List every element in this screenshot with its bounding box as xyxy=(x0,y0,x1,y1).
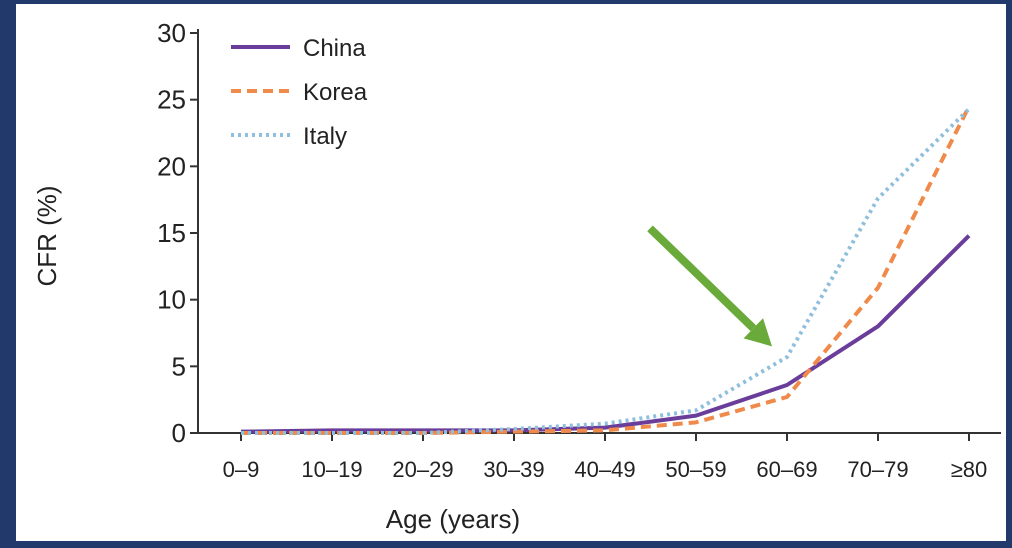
x-axis-label: Age (years) xyxy=(386,504,520,534)
legend-label-china: China xyxy=(303,35,366,62)
x-tick-label: 70–79 xyxy=(847,457,908,482)
series-line-italy xyxy=(241,107,971,435)
series-line-korea xyxy=(241,105,971,435)
series-layer xyxy=(240,105,971,435)
x-tick-label: 30–39 xyxy=(483,457,544,482)
y-axis-label: CFR (%) xyxy=(32,185,62,286)
y-tick-label: 15 xyxy=(157,218,186,248)
legend-label-italy: Italy xyxy=(303,123,347,150)
x-axis: 0–9 10–19 20–29 30–39 40–49 50–59 60–69 70–79 ≥8… xyxy=(198,432,1001,482)
annotation-arrow-shaft xyxy=(647,225,757,332)
legend: China Korea Italy xyxy=(231,35,368,150)
x-tick-label: 20–29 xyxy=(392,457,453,482)
y-axis: 0 5 10 15 20 25 30 xyxy=(157,18,199,448)
y-tick-label: 0 xyxy=(172,418,186,448)
y-tick-label: 20 xyxy=(157,151,186,181)
cfr-line-chart: 0 5 10 15 20 25 30 0–9 10–19 20–29 30–39 40–49 50–5… xyxy=(32,18,1001,534)
y-tick-label: 5 xyxy=(172,351,186,381)
x-tick-label: 0–9 xyxy=(223,457,260,482)
annotation-arrow-head xyxy=(743,318,772,347)
y-tick-label: 10 xyxy=(157,285,186,315)
legend-label-korea: Korea xyxy=(303,79,368,106)
y-tick-label: 25 xyxy=(157,85,186,115)
series-line-china xyxy=(240,234,971,434)
annotation-layer xyxy=(647,225,772,347)
x-tick-label: 50–59 xyxy=(665,457,726,482)
x-tick-label: 40–49 xyxy=(574,457,635,482)
x-tick-label: 10–19 xyxy=(301,457,362,482)
x-tick-label: 60–69 xyxy=(756,457,817,482)
y-tick-label: 30 xyxy=(157,18,186,48)
x-tick-label: ≥80 xyxy=(951,457,988,482)
chart-panel: 0 5 10 15 20 25 30 0–9 10–19 20–29 30–39 40–49 50–5… xyxy=(16,4,1006,541)
